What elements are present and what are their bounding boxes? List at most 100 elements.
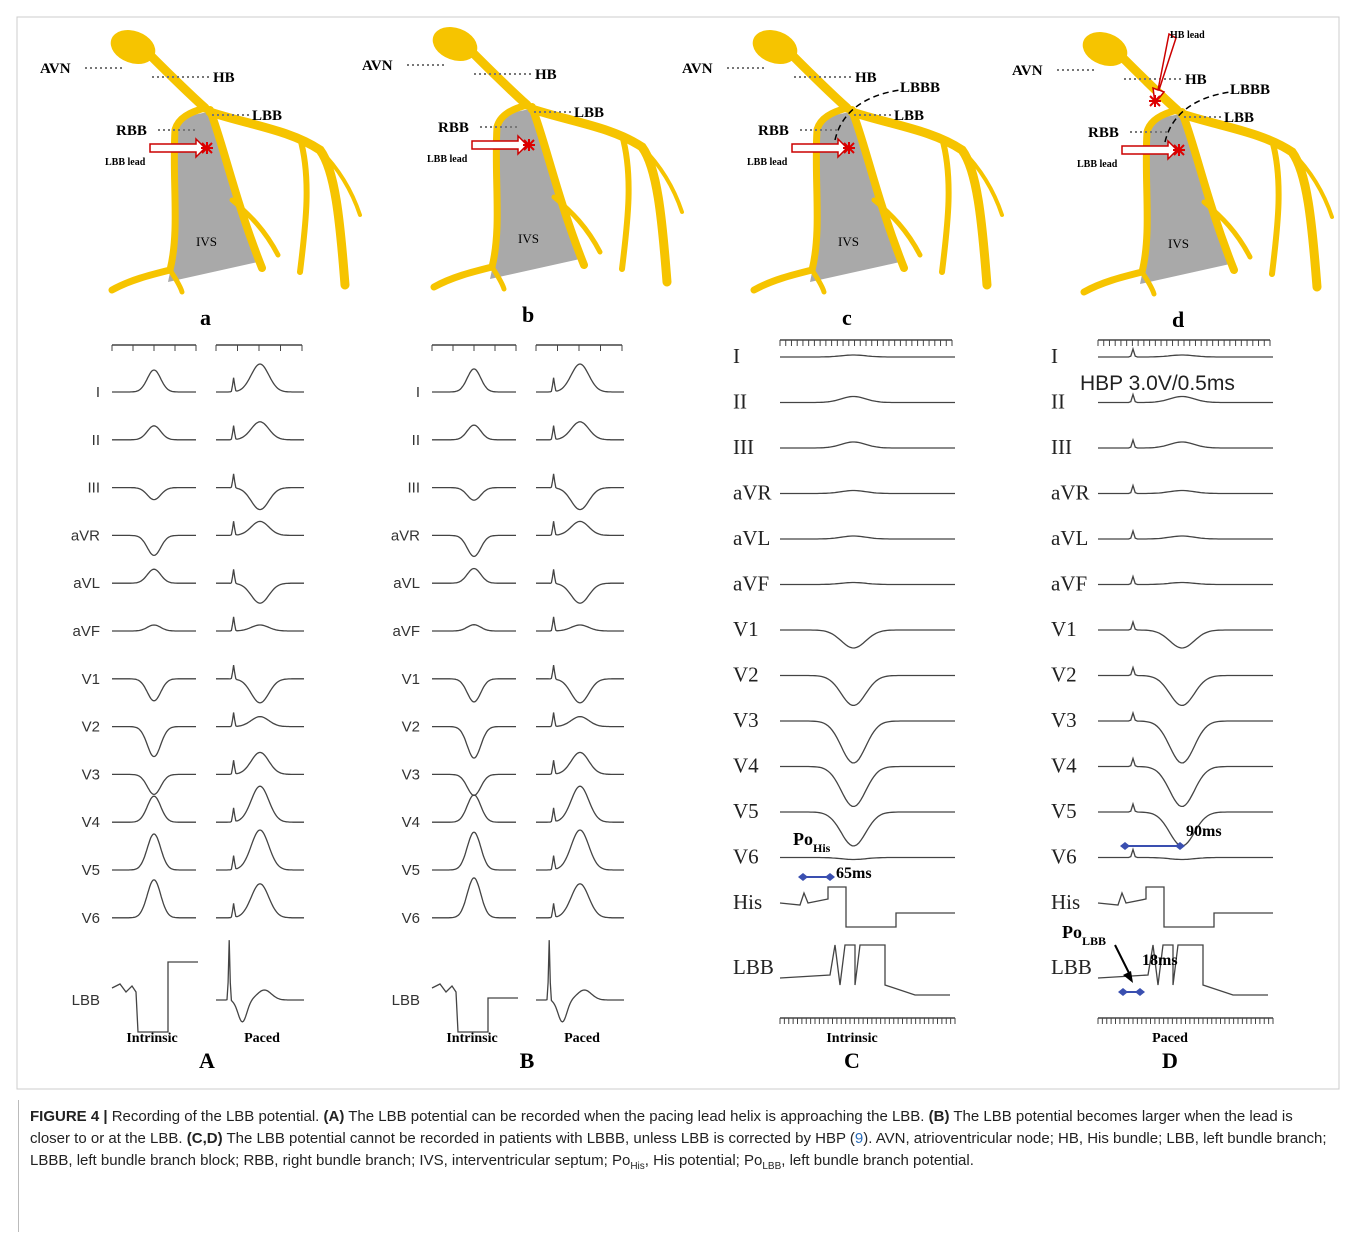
ecg-trace [216, 665, 304, 703]
lead-label: aVR [71, 527, 100, 544]
lead-label: V3 [82, 766, 100, 783]
page: AVNHBLBBRBBLBB leadIVSaAVNHBLBBRBBLBB le… [0, 0, 1355, 1238]
caption: FIGURE 4 | Recording of the LBB potentia… [30, 1106, 1330, 1178]
lead-label: II [1051, 390, 1065, 414]
ecg-trace [780, 858, 955, 860]
diagram-label: AVN [1012, 63, 1043, 79]
ecg-trace [216, 884, 304, 918]
panel-letter: D [1162, 1048, 1178, 1073]
ecg-trace [112, 370, 196, 392]
conduction-diagram: AVNHBLBBRBBLBB leadIVSb [362, 21, 682, 327]
ecg-trace [432, 832, 516, 870]
lead-label: III [1051, 435, 1072, 459]
ecg-trace [432, 488, 516, 501]
ecg-trace [112, 727, 196, 757]
caption-segment[interactable]: 9 [855, 1130, 863, 1147]
ecg-trace [216, 940, 304, 1022]
ecg-trace [536, 569, 624, 603]
lead-label: V5 [402, 862, 420, 879]
panel-letter: B [520, 1048, 535, 1073]
ecg-trace [432, 569, 516, 584]
lead-label: LBB [392, 992, 420, 1009]
conduction-branch [1272, 140, 1279, 274]
lead-label: V4 [1051, 754, 1077, 778]
ecg-trace [216, 713, 304, 727]
ecg-trace [1098, 759, 1273, 807]
lead-label: aVR [1051, 481, 1090, 505]
lead-tip [843, 142, 855, 154]
ecg-trace [112, 426, 196, 440]
lead-label: aVL [733, 526, 770, 550]
lead-label: V3 [402, 766, 420, 783]
ecg-trace [780, 442, 955, 448]
ecg-trace [112, 488, 196, 500]
lead-label: III [407, 480, 420, 497]
ecg-trace [112, 834, 196, 870]
ecg-trace [1098, 577, 1273, 585]
lead-label: aVR [391, 527, 420, 544]
ecg-trace [536, 364, 624, 392]
condition-label: Intrinsic [126, 1031, 177, 1046]
conduction-branch [792, 55, 847, 108]
diagram-label: LBB [574, 105, 604, 121]
diagram-label: LBB lead [427, 154, 468, 165]
interval-end [1135, 988, 1145, 996]
lead-label: His [733, 890, 762, 914]
lead-label: V1 [733, 617, 759, 641]
ecg-trace [1098, 440, 1273, 448]
diagram-label: LBB [252, 108, 282, 124]
diagram-label: LBBB [1230, 82, 1270, 98]
ecg-trace [432, 795, 516, 822]
conduction-branch [942, 138, 949, 272]
lead-label: V6 [733, 845, 759, 869]
conduction-branch [150, 55, 205, 108]
lead-label: V2 [733, 663, 759, 687]
conduction-diagram: AVNHBLBBRBBLBB leadIVScLBBB [682, 24, 1002, 330]
lead-label: LBB [733, 955, 774, 979]
caption-segment: (C,D) [187, 1130, 223, 1147]
ecg-trace [780, 583, 955, 585]
lead-label: His [1051, 890, 1080, 914]
diagram-label: HB [1185, 72, 1207, 88]
condition-label: Paced [564, 1031, 600, 1046]
diagram-label: b [522, 302, 534, 327]
diagram-label: HB [213, 70, 235, 86]
ecg-trace [112, 569, 196, 583]
ecg-trace [432, 425, 516, 440]
lead-label: V6 [402, 910, 420, 927]
conduction-branch [472, 52, 527, 105]
ecg-trace [216, 474, 304, 510]
condition-label: Intrinsic [826, 1031, 877, 1046]
ecg-trace [780, 945, 950, 995]
lead-tip [523, 139, 535, 151]
diagram-label: AVN [682, 61, 713, 77]
diagram-label: LBB lead [747, 157, 788, 168]
potential-base: Po [1062, 922, 1082, 942]
ecg-trace [1098, 486, 1273, 494]
ecg-trace [432, 679, 516, 702]
ecg-trace [536, 752, 624, 774]
ecg-trace [1098, 887, 1273, 927]
diagram-label: LBBB [900, 80, 940, 96]
caption-rule [18, 1100, 19, 1232]
diagram-label: HB [535, 67, 557, 83]
lead-label: V2 [1051, 663, 1077, 687]
ecg-trace [1098, 850, 1273, 860]
ecg-trace [216, 786, 304, 822]
lead-label: I [1051, 344, 1058, 368]
lead-label: V3 [733, 708, 759, 732]
ecg-trace [536, 884, 624, 918]
ecg-trace [112, 774, 196, 794]
ecg-trace [112, 535, 196, 555]
diagram-label: IVS [518, 231, 539, 246]
lead-label: II [733, 390, 747, 414]
lead-label: V4 [402, 814, 420, 831]
diagram-label: HB [855, 70, 877, 86]
diagram-label: AVN [362, 58, 393, 74]
lead-label: LBB [72, 992, 100, 1009]
ecg-trace [536, 422, 624, 440]
lead-label: I [96, 384, 100, 401]
interval-end [825, 873, 835, 881]
